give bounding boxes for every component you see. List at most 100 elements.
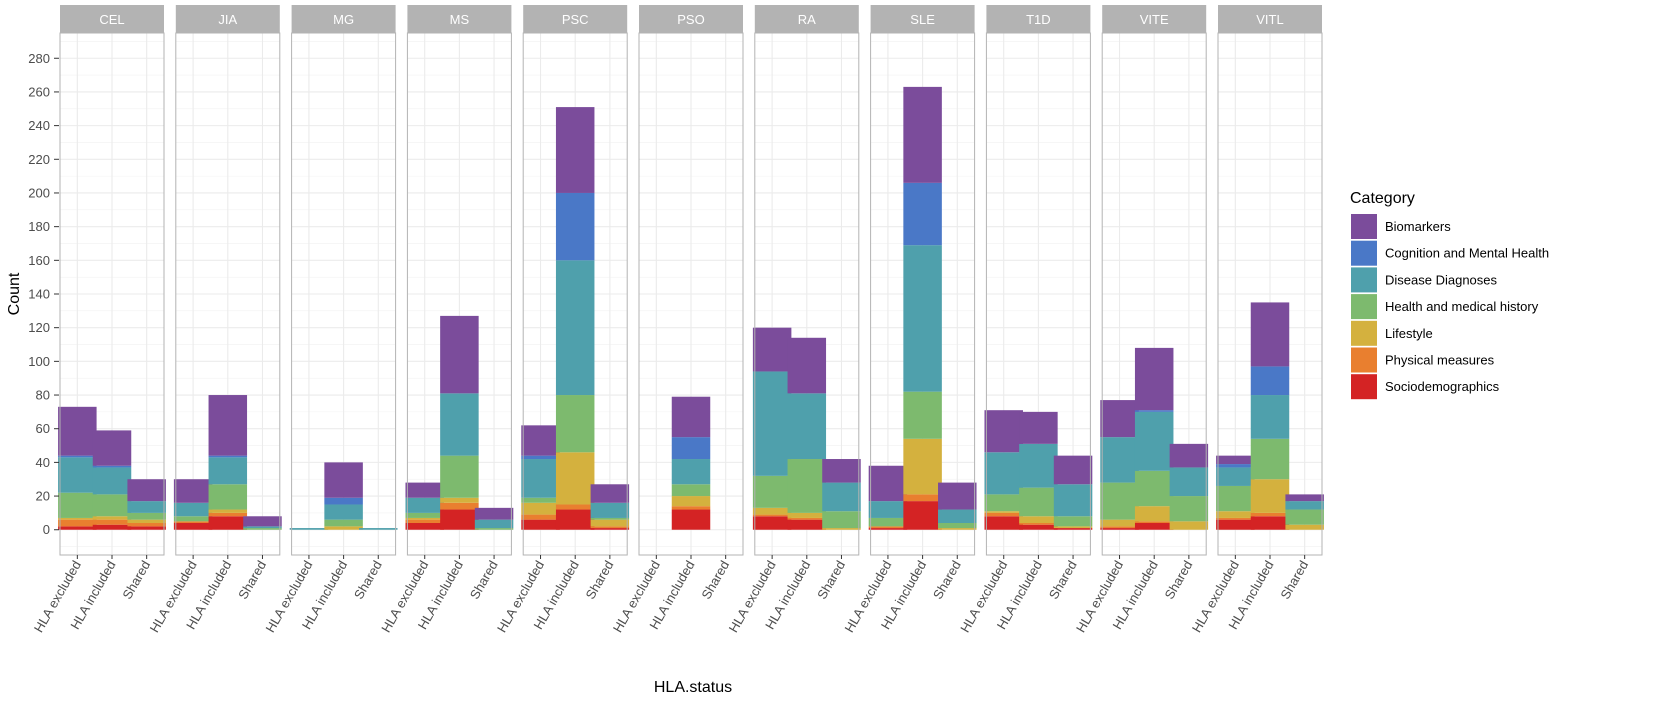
bar-segment-health-and-medical-history — [208, 484, 248, 510]
bar-segment-lifestyle — [1134, 506, 1174, 522]
legend-swatch — [1351, 214, 1377, 239]
bar-segment-physical-measures — [590, 526, 630, 529]
facet-strip — [639, 5, 743, 33]
facet-strip-label: JIA — [218, 12, 237, 27]
bar-segment-physical-measures — [984, 512, 1023, 517]
bar-stack-vite-hla-excluded — [1100, 400, 1139, 530]
legend: Category Biomarkers Cognition and Mental … — [1350, 190, 1549, 400]
facet-strip — [1102, 5, 1207, 33]
bar-segment-biomarkers — [752, 327, 792, 372]
bar-segment-physical-measures — [868, 526, 908, 529]
bar-segment-health-and-medical-history — [555, 395, 595, 453]
x-tick-label: Shared — [698, 558, 732, 602]
bar-segment-sociodemographics — [671, 509, 711, 530]
legend-swatch — [1351, 267, 1377, 293]
bar-segment-biomarkers — [521, 425, 560, 456]
y-tick-label: 100 — [28, 354, 50, 369]
legend-swatch — [1351, 320, 1377, 346]
bar-segment-disease-diagnoses — [1053, 484, 1093, 517]
bar-segment-health-and-medical-history — [405, 512, 444, 518]
bar-segment-sociodemographics — [1250, 516, 1290, 530]
bar-segment-sociodemographics — [555, 509, 595, 530]
facet-strip — [986, 5, 1091, 33]
bar-segment-physical-measures — [1134, 521, 1174, 524]
bar-segment-biomarkers — [1019, 411, 1058, 444]
bar-segment-sociodemographics — [440, 509, 479, 530]
bar-segment-biomarkers — [92, 430, 132, 466]
bar-segment-cognition-and-mental-health — [555, 192, 595, 261]
legend-swatch — [1351, 374, 1377, 400]
bar-segment-disease-diagnoses — [243, 526, 282, 529]
bar-stack-t1d-hla-included — [1019, 411, 1058, 530]
bar-segment-lifestyle — [1250, 479, 1290, 513]
facet-strip — [1218, 5, 1322, 33]
bar-stack-pso-hla-included — [671, 396, 711, 530]
bar-segment-biomarkers — [868, 465, 908, 502]
legend-swatch — [1351, 294, 1377, 320]
bar-segment-biomarkers — [243, 516, 282, 527]
bar-segment-disease-diagnoses — [405, 497, 444, 513]
bar-segment-physical-measures — [521, 514, 560, 520]
bar-segment-health-and-medical-history — [58, 492, 97, 518]
legend-title: Category — [1350, 190, 1415, 207]
bar-segment-lifestyle — [208, 509, 248, 513]
bar-segment-lifestyle — [1285, 524, 1324, 530]
y-tick-label: 220 — [28, 152, 50, 167]
facet-strip-label: SLE — [910, 12, 935, 27]
bar-segment-lifestyle — [1169, 521, 1209, 530]
bar-segment-sociodemographics — [590, 528, 630, 530]
x-tick-label: Shared — [930, 558, 964, 602]
bar-stack-sle-hla-excluded — [868, 465, 908, 530]
x-tick-label: Shared — [814, 558, 848, 602]
bar-segment-biomarkers — [173, 479, 213, 503]
bar-segment-physical-measures — [1216, 517, 1255, 520]
bar-segment-lifestyle — [984, 511, 1023, 513]
y-tick-label: 0 — [43, 522, 50, 537]
bar-segment-biomarkers — [1134, 347, 1174, 411]
bar-segment-physical-measures — [58, 519, 97, 527]
facet-strip-label: MS — [450, 12, 470, 27]
legend-swatch — [1351, 347, 1377, 373]
bar-segment-disease-diagnoses — [58, 457, 97, 493]
x-tick-label: Shared — [1277, 558, 1311, 602]
bar-stack-jia-hla-excluded — [173, 479, 213, 530]
legend-label: Lifestyle — [1385, 326, 1433, 341]
bar-segment-sociodemographics — [903, 501, 942, 530]
x-tick-label: Shared — [1162, 558, 1196, 602]
y-tick-label: 280 — [28, 51, 50, 66]
bar-segment-health-and-medical-history — [1019, 487, 1058, 517]
bar-segment-disease-diagnoses — [938, 509, 977, 524]
bar-segment-biomarkers — [127, 479, 166, 502]
bar-stack-cel-hla-excluded — [58, 406, 97, 530]
x-tick-label: Shared — [351, 558, 385, 602]
y-tick-label: 200 — [28, 185, 50, 200]
bar-segment-health-and-medical-history — [671, 484, 711, 497]
bar-segment-health-and-medical-history — [787, 459, 827, 513]
bar-segment-health-and-medical-history — [938, 523, 977, 529]
bar-segment-lifestyle — [903, 438, 942, 495]
bar-segment-lifestyle — [127, 519, 166, 524]
bar-segment-disease-diagnoses — [984, 452, 1023, 495]
bar-segment-lifestyle — [324, 526, 363, 530]
bar-segment-disease-diagnoses — [1216, 467, 1255, 486]
bar-segment-biomarkers — [555, 107, 595, 193]
legend-item-cognition-and-mental-health: Cognition and Mental Health — [1351, 240, 1549, 266]
bar-segment-lifestyle — [440, 497, 479, 503]
bar-segment-disease-diagnoses — [474, 519, 514, 529]
bar-segment-biomarkers — [1169, 443, 1209, 468]
x-tick-label: Shared — [1046, 558, 1080, 602]
bar-segment-lifestyle — [752, 507, 792, 515]
bar-segment-biomarkers — [324, 462, 363, 498]
bar-stack-cel-shared — [127, 479, 166, 530]
bar-stack-t1d-hla-excluded — [984, 410, 1023, 530]
bar-segment-cognition-and-mental-health — [1134, 410, 1174, 412]
y-tick-label: 20 — [36, 489, 50, 504]
bar-segment-physical-measures — [127, 523, 166, 527]
y-tick-label: 80 — [36, 388, 50, 403]
